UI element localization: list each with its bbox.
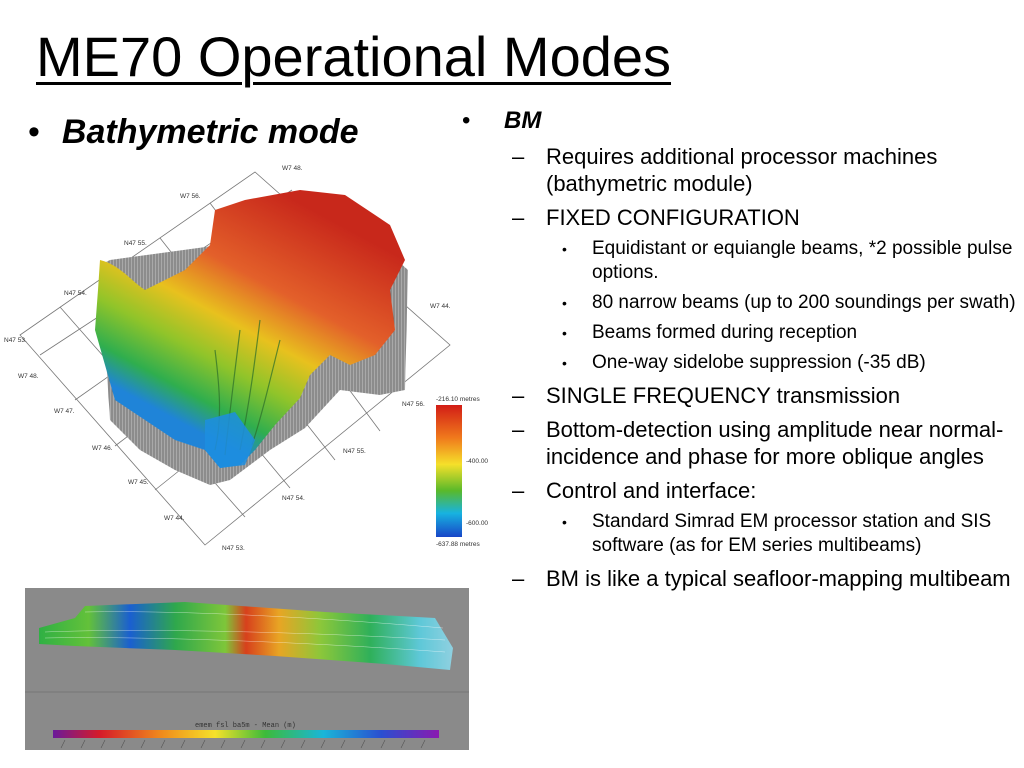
bm-item: – Bottom-detection using amplitude near n… — [512, 416, 1018, 470]
bm-subitem: • Equidistant or equiangle beams, *2 poss… — [562, 237, 1018, 285]
grid-label-left-8: W7 44. — [164, 515, 185, 522]
bm-subitem-text: One-way sidelobe suppression (-35 dB) — [592, 352, 926, 373]
bullet-marker: • — [562, 325, 567, 341]
grid-label-left-3: N47 53. — [4, 337, 27, 344]
bm-subitem-text: Standard Simrad EM processor station and… — [592, 511, 992, 556]
strip-colorbar — [53, 730, 439, 738]
grid-label-left-4: W7 48. — [18, 373, 39, 380]
grid-label-left-1: N47 55. — [124, 240, 147, 247]
grid-label-left-0: W7 56. — [180, 193, 201, 200]
bm-subitem-text: Beams formed during reception — [592, 322, 858, 343]
bm-item-text: Bottom-detection using amplitude near no… — [546, 417, 1004, 469]
strip-caption-bg — [175, 718, 315, 728]
bm-item-text: BM is like a typical seafloor-mapping mu… — [546, 566, 1011, 591]
bm-item: – Control and interface: — [512, 477, 1018, 504]
right-column: • BM – Requires additional processor mach… — [462, 106, 1018, 592]
swath-strip-figure: emem fsl ba5m - Mean (m) — [25, 588, 469, 750]
bullet-marker: • — [562, 295, 567, 311]
dash-marker: – — [512, 205, 525, 230]
dash-marker: – — [512, 566, 525, 591]
colorbar-label-bottom: -637.88 metres — [436, 541, 480, 548]
swath-track — [39, 602, 453, 670]
bm-item: – Requires additional processor machines … — [512, 143, 1018, 197]
dash-marker: – — [512, 417, 525, 442]
deep-canyon — [205, 412, 255, 468]
bathymetry-3d-figure: W7 56. N47 55. N47 54. N47 53. W7 48. W7… — [4, 165, 488, 552]
bm-subitem: • One-way sidelobe suppression (-35 dB) — [562, 351, 1018, 375]
bm-heading-text: BM — [504, 107, 542, 134]
colorbar-label-top: -216.10 metres — [436, 396, 480, 403]
grid-label-left-6: W7 46. — [92, 445, 113, 452]
strip-caption: emem fsl ba5m - Mean (m) — [195, 722, 296, 730]
bullet-marker: • — [462, 107, 471, 134]
grid-label-left-7: W7 45. — [128, 479, 149, 486]
bm-item: – SINGLE FREQUENCY transmission — [512, 382, 1018, 409]
bm-item-text: Requires additional processor machines (… — [546, 144, 938, 196]
left-bullet: • Bathymetric mode — [28, 112, 359, 152]
grid-label-right-4: N47 53. — [222, 545, 245, 552]
left-bullet-text: Bathymetric mode — [61, 113, 359, 151]
bullet-marker: • — [562, 514, 567, 530]
bm-item-text: FIXED CONFIGURATION — [546, 205, 800, 230]
bm-item-text: SINGLE FREQUENCY transmission — [546, 383, 901, 408]
bm-items: – Requires additional processor machines … — [462, 143, 1018, 592]
colorbar-label-600: -600.00 — [466, 520, 488, 527]
bm-item: – FIXED CONFIGURATION — [512, 204, 1018, 231]
grid-label-right-2: N47 55. — [343, 448, 366, 455]
bullet-marker: • — [562, 241, 567, 257]
slide-title: ME70 Operational Modes — [36, 25, 672, 88]
dash-marker: – — [512, 144, 525, 169]
bm-subitem: • Beams formed during reception — [562, 321, 1018, 345]
bm-subitem-text: Equidistant or equiangle beams, *2 possi… — [592, 238, 1013, 283]
bm-subitem-text: 80 narrow beams (up to 200 soundings per… — [592, 292, 1016, 313]
grid-label-left-2: N47 54. — [64, 290, 87, 297]
dash-marker: – — [512, 478, 525, 503]
bm-item-text: Control and interface: — [546, 478, 757, 503]
bullet-marker: • — [28, 113, 40, 151]
bm-heading: • BM — [462, 106, 1018, 136]
grid-label-right-0: W7 48. — [282, 165, 303, 172]
grid-label-right-5: W7 44. — [430, 303, 451, 310]
grid-label-right-3: N47 54. — [282, 495, 305, 502]
bullet-marker: • — [562, 355, 567, 371]
dash-marker: – — [512, 383, 525, 408]
grid-label-right-1: N47 56. — [402, 401, 425, 408]
bm-subitem: • Standard Simrad EM processor station an… — [562, 510, 1018, 558]
depth-colorbar — [436, 405, 462, 537]
bm-item: – BM is like a typical seafloor-mapping m… — [512, 565, 1018, 592]
grid-label-left-5: W7 47. — [54, 408, 75, 415]
bm-subitem: • 80 narrow beams (up to 200 soundings pe… — [562, 291, 1018, 315]
colorbar-label-400: -400.00 — [466, 458, 488, 465]
terrain-surface — [95, 190, 405, 468]
